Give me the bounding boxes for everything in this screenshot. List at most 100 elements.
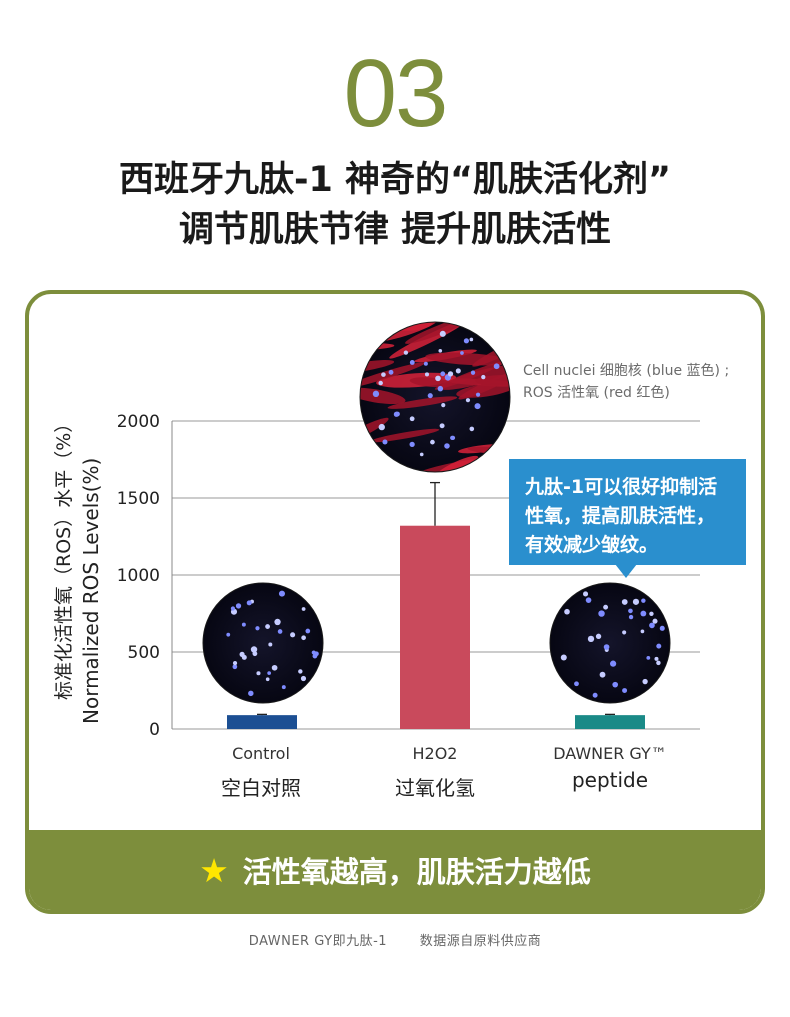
micrograph-control-rim [202, 582, 324, 704]
micrograph-background [550, 583, 670, 703]
micrograph-control [203, 583, 323, 703]
nucleus-dot [378, 423, 385, 431]
nucleus-dot [455, 368, 461, 374]
nucleus-dot [281, 685, 286, 690]
category-label-control-zh: 空白对照 [221, 776, 301, 800]
nucleus-dot [423, 361, 428, 366]
nucleus-dot [592, 692, 598, 698]
nucleus-dot [447, 371, 454, 377]
nucleus-dot [246, 600, 252, 606]
category-label-h2o2: H2O2 [412, 744, 458, 763]
nucleus-dot [610, 660, 617, 667]
nucleus-dot [595, 633, 602, 640]
nucleus-dot [582, 591, 589, 597]
y-tick-label: 1500 [117, 489, 160, 509]
nucleus-dot [388, 369, 394, 375]
nucleus-dot [450, 435, 456, 440]
nucleus-dot [381, 372, 386, 377]
category-label-control: Control [232, 744, 290, 763]
legend-line-nuclei: Cell nuclei 细胞核 (blue 蓝色) ; [523, 363, 730, 379]
y-axis-label-zh: 标准化活性氧（ROS）水平（%） [53, 413, 75, 700]
nucleus-dot [277, 629, 283, 634]
y-tick-label: 0 [149, 720, 160, 740]
nucleus-dot [649, 611, 654, 616]
nucleus-dot [460, 351, 464, 355]
nucleus-dot [585, 597, 592, 603]
nucleus-dot [403, 350, 409, 355]
nucleus-dot [265, 624, 271, 629]
nucleus-dot [603, 644, 610, 650]
nucleus-dot [378, 380, 383, 386]
headline-line-2: 调节肌肤节律 提升肌肤活性 [178, 210, 612, 250]
nucleus-dot [241, 622, 246, 627]
nucleus-dot [612, 681, 619, 688]
nucleus-dot [419, 452, 424, 457]
nucleus-dot [255, 626, 260, 631]
nucleus-dot [598, 610, 605, 617]
nucleus-dot [409, 441, 415, 448]
nucleus-dot [587, 635, 595, 643]
nucleus-dot [437, 385, 444, 392]
ros-signal [405, 322, 480, 344]
nucleus-dot [250, 646, 258, 653]
star-icon: ★ [199, 850, 229, 890]
nucleus-dot [642, 678, 648, 685]
nucleus-dot [439, 330, 446, 337]
nucleus-dot [274, 618, 281, 626]
nucleus-dot [440, 371, 446, 377]
nucleus-dot [226, 632, 231, 637]
nucleus-dot [646, 655, 651, 660]
micrograph-peptide-rim [549, 582, 671, 704]
micrograph-background [203, 583, 323, 703]
ros-signal [475, 374, 510, 386]
callout-pointer [615, 564, 637, 578]
category-label-h2o2-zh: 过氧化氢 [395, 776, 475, 800]
nucleus-dot [230, 606, 236, 611]
bar-1 [400, 525, 470, 729]
source-note: DAWNER GY即九肽-1 数据源自原料供应商 [0, 930, 790, 949]
nucleus-dot [430, 439, 435, 445]
step-number: 03 [343, 40, 449, 147]
nucleus-dot [268, 642, 273, 647]
y-tick-label: 1000 [117, 566, 160, 586]
micrograph-peptide [550, 583, 670, 703]
nucleus-dot [232, 664, 238, 670]
nucleus-dot [239, 651, 245, 657]
y-axis-label-en: Normalized ROS Levels(%) [79, 457, 103, 724]
nucleus-dot [628, 608, 633, 614]
nucleus-dot [409, 360, 415, 365]
nucleus-dot [469, 337, 474, 342]
ros-signal [369, 428, 440, 443]
nucleus-dot [271, 664, 278, 671]
nucleus-dot [235, 603, 242, 609]
nucleus-dot [599, 671, 606, 678]
nucleus-dot [438, 348, 443, 353]
y-tick-label: 500 [128, 643, 160, 663]
nucleus-dot [444, 443, 450, 449]
nucleus-dot [640, 629, 645, 634]
nucleus-dot [475, 392, 481, 397]
source-note-left: DAWNER GY即九肽-1 [248, 934, 388, 949]
nucleus-dot [252, 651, 258, 657]
nucleus-dot [659, 625, 665, 631]
callout-line-2: 性氧，提高肌肤活性， [525, 505, 716, 527]
nucleus-dot [481, 374, 486, 380]
nucleus-dot [465, 398, 471, 403]
category-label-peptide-sub: peptide [571, 768, 649, 792]
nucleus-dot [313, 651, 319, 657]
micrograph-h2o2-rim [359, 321, 511, 473]
nucleus-dot [649, 622, 655, 629]
nucleus-dot [278, 590, 285, 597]
footer-band: ★ 活性氧越高，肌肤活力越低 [29, 830, 761, 910]
nucleus-dot [265, 677, 270, 682]
ros-signal [409, 377, 453, 388]
nucleus-dot [621, 599, 628, 605]
nucleus-dot [305, 628, 311, 634]
nucleus-dot [652, 618, 658, 624]
callout-line-3: 有效减少皱纹。 [525, 534, 659, 556]
nucleus-dot [256, 671, 261, 676]
nucleus-dot [435, 375, 441, 382]
nucleus-dot [640, 610, 647, 617]
nucleus-dot [560, 654, 567, 661]
nucleus-dot [409, 416, 415, 422]
